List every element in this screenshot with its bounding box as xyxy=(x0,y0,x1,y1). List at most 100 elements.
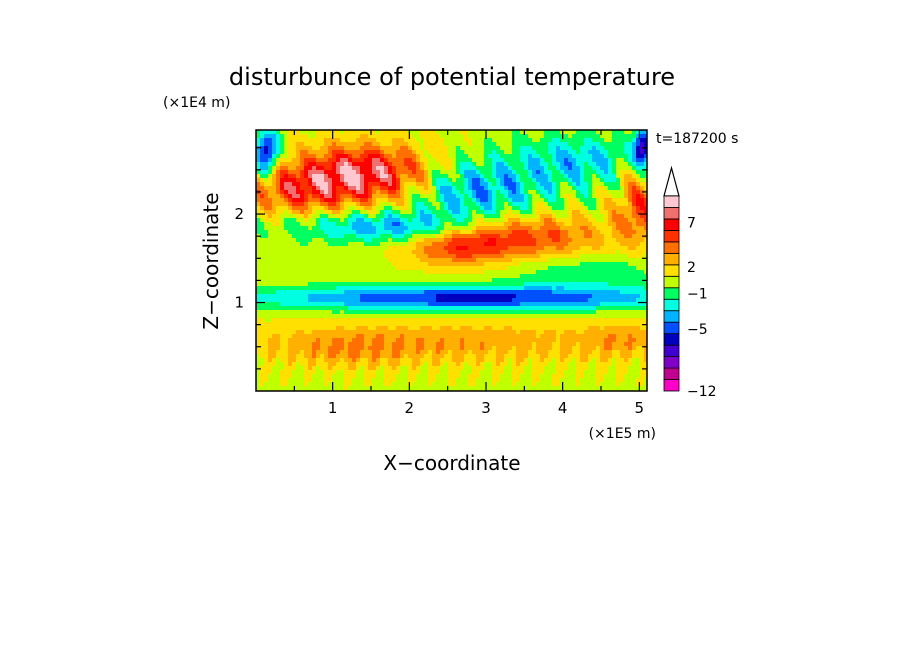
field-cell xyxy=(616,178,621,183)
field-cell xyxy=(580,198,585,203)
field-cell xyxy=(476,294,481,299)
field-cell xyxy=(376,294,381,299)
field-cell xyxy=(600,174,605,179)
field-cell xyxy=(292,210,297,215)
field-cell xyxy=(404,150,409,155)
field-cell xyxy=(612,186,617,191)
field-cell xyxy=(460,166,465,171)
field-cell xyxy=(324,138,329,143)
field-cell xyxy=(296,330,301,335)
field-cell xyxy=(600,162,605,167)
field-cell xyxy=(512,318,517,323)
field-cell xyxy=(468,218,473,223)
field-cell xyxy=(260,222,265,227)
field-cell xyxy=(272,210,277,215)
field-cell xyxy=(616,274,621,279)
field-cell xyxy=(348,290,353,295)
field-cell xyxy=(492,310,497,315)
field-cell xyxy=(424,306,429,311)
field-cell xyxy=(284,222,289,227)
field-cell xyxy=(576,266,581,271)
field-cell xyxy=(360,166,365,171)
field-cell xyxy=(408,186,413,191)
field-cell xyxy=(312,206,317,211)
field-cell xyxy=(264,302,269,307)
field-cell xyxy=(508,130,513,135)
field-cell xyxy=(608,158,613,163)
field-cell xyxy=(360,246,365,251)
field-cell xyxy=(500,174,505,179)
field-cell xyxy=(564,130,569,135)
field-cell xyxy=(468,138,473,143)
field-cell xyxy=(436,210,441,215)
field-cell xyxy=(336,154,341,159)
field-cell xyxy=(604,170,609,175)
field-cell xyxy=(580,130,585,135)
field-cell xyxy=(476,238,481,243)
field-cell xyxy=(588,150,593,155)
field-cell xyxy=(348,298,353,303)
field-cell xyxy=(460,142,465,147)
field-cell xyxy=(592,182,597,187)
field-cell xyxy=(272,174,277,179)
field-cell xyxy=(420,146,425,151)
field-cell xyxy=(284,218,289,223)
field-cell xyxy=(336,314,341,319)
field-cell xyxy=(284,190,289,195)
field-cell xyxy=(304,154,309,159)
field-cell xyxy=(472,174,477,179)
field-cell xyxy=(528,138,533,143)
field-cell xyxy=(552,218,557,223)
field-cell xyxy=(264,330,269,335)
field-cell xyxy=(540,170,545,175)
field-cell xyxy=(268,270,273,275)
field-cell xyxy=(400,326,405,331)
field-cell xyxy=(424,194,429,199)
field-cell xyxy=(524,226,529,231)
field-cell xyxy=(636,294,641,299)
field-cell xyxy=(628,262,633,267)
field-cell xyxy=(428,162,433,167)
field-cell xyxy=(416,214,421,219)
field-cell xyxy=(596,298,601,303)
field-cell xyxy=(416,322,421,327)
field-cell xyxy=(440,194,445,199)
field-cell xyxy=(268,250,273,255)
field-cell xyxy=(392,142,397,147)
field-cell xyxy=(636,218,641,223)
field-cell xyxy=(620,166,625,171)
field-cell xyxy=(368,170,373,175)
field-cell xyxy=(616,210,621,215)
field-cell xyxy=(284,170,289,175)
field-cell xyxy=(320,294,325,299)
field-cell xyxy=(592,138,597,143)
field-cell xyxy=(628,158,633,163)
field-cell xyxy=(480,298,485,303)
field-cell xyxy=(412,330,417,335)
field-cell xyxy=(612,278,617,283)
field-cell xyxy=(428,134,433,139)
field-cell xyxy=(636,134,641,139)
field-cell xyxy=(428,146,433,151)
field-cell xyxy=(424,314,429,319)
field-cell xyxy=(364,194,369,199)
field-cell xyxy=(308,186,313,191)
field-cell xyxy=(472,258,477,263)
field-cell xyxy=(556,162,561,167)
field-cell xyxy=(440,246,445,251)
field-cell xyxy=(500,246,505,251)
field-cell xyxy=(560,202,565,207)
field-cell xyxy=(528,150,533,155)
field-cell xyxy=(488,190,493,195)
field-cell xyxy=(584,210,589,215)
field-cell xyxy=(524,258,529,263)
field-cell xyxy=(404,194,409,199)
field-cell xyxy=(568,138,573,143)
field-cell xyxy=(544,134,549,139)
field-cell xyxy=(336,150,341,155)
field-cell xyxy=(356,170,361,175)
field-cell xyxy=(276,326,281,331)
field-cell xyxy=(352,270,357,275)
field-cell xyxy=(332,202,337,207)
field-cell xyxy=(360,206,365,211)
